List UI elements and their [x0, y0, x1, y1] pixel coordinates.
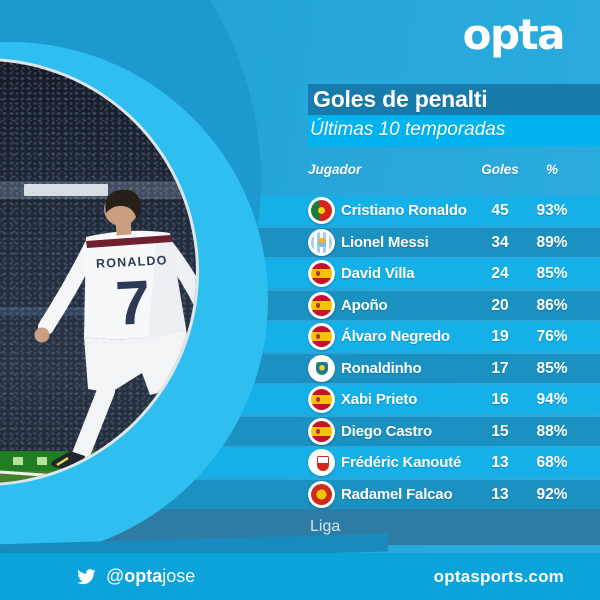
flag-spain-icon	[308, 418, 335, 445]
column-header-player: Jugador	[308, 162, 362, 177]
badge-colombia-icon	[308, 481, 335, 508]
player-name: Apoño	[341, 297, 388, 314]
flag-spain-icon	[308, 323, 335, 350]
twitter-icon	[77, 568, 96, 584]
pct-value: 86%	[536, 297, 568, 314]
badge-argentina-icon	[308, 229, 335, 256]
badge-sevilla-icon	[308, 449, 335, 476]
player-photo: RONALDO 7	[0, 58, 199, 486]
ad-board	[0, 451, 196, 471]
stadium-banner	[0, 307, 160, 316]
liga-label: Liga	[310, 518, 341, 535]
goals-value: 34	[491, 234, 509, 251]
pct-value: 76%	[536, 328, 568, 345]
player-name: David Villa	[341, 265, 415, 282]
goals-value: 13	[491, 486, 509, 503]
goals-value: 13	[491, 454, 509, 471]
title-band	[308, 84, 600, 115]
opta-logo: opta	[462, 10, 566, 59]
subtitle-band	[308, 115, 600, 146]
pct-value: 85%	[536, 360, 568, 377]
jersey-name: RONALDO	[96, 253, 168, 271]
flag-portugal-icon	[308, 197, 335, 224]
goals-value: 17	[491, 360, 509, 377]
goals-value: 24	[491, 265, 509, 282]
player-name: Cristiano Ronaldo	[341, 202, 467, 219]
page-title: Goles de penalti	[313, 86, 488, 112]
pitch-grass	[0, 471, 196, 483]
flag-spain-icon	[308, 292, 335, 319]
steward	[166, 439, 177, 459]
goals-value: 15	[491, 423, 509, 440]
pct-value: 94%	[536, 391, 568, 408]
pct-value: 68%	[536, 454, 568, 471]
goals-value: 45	[491, 202, 509, 219]
goals-value: 20	[491, 297, 509, 314]
goals-value: 16	[491, 391, 509, 408]
column-header-goals: Goles	[481, 162, 519, 177]
steward	[184, 445, 195, 461]
twitter-user: jose	[162, 566, 196, 586]
footer-bar: @optajose optasports.com	[0, 553, 600, 600]
pct-value: 92%	[536, 486, 568, 503]
pct-value: 88%	[536, 423, 568, 440]
player-name: Xabi Prieto	[341, 391, 418, 408]
player-name: Lionel Messi	[341, 234, 429, 251]
player-name: Ronaldinho	[341, 360, 422, 377]
twitter-at: @	[106, 566, 125, 586]
goals-value: 19	[491, 328, 509, 345]
twitter-opta: opta	[124, 566, 163, 586]
twitter-handle[interactable]: @optajose	[74, 566, 195, 587]
player-illustration: RONALDO 7	[34, 189, 196, 472]
player-name: Álvaro Negredo	[341, 328, 450, 345]
player-name: Radamel Falcao	[341, 486, 453, 503]
player-name: Diego Castro	[341, 423, 432, 440]
pct-value: 89%	[536, 234, 568, 251]
pct-value: 93%	[536, 202, 568, 219]
page-subtitle: Últimas 10 temporadas	[310, 119, 506, 140]
player-name: Frédéric Kanouté	[341, 454, 462, 471]
website-url[interactable]: optasports.com	[433, 566, 564, 586]
jersey-number: 7	[114, 268, 152, 339]
badge-brazil-icon	[308, 355, 335, 382]
stadium-sign	[24, 184, 108, 196]
flag-spain-icon	[308, 386, 335, 413]
pct-value: 85%	[536, 265, 568, 282]
column-header-pct: %	[545, 162, 558, 177]
flag-spain-icon	[308, 260, 335, 287]
